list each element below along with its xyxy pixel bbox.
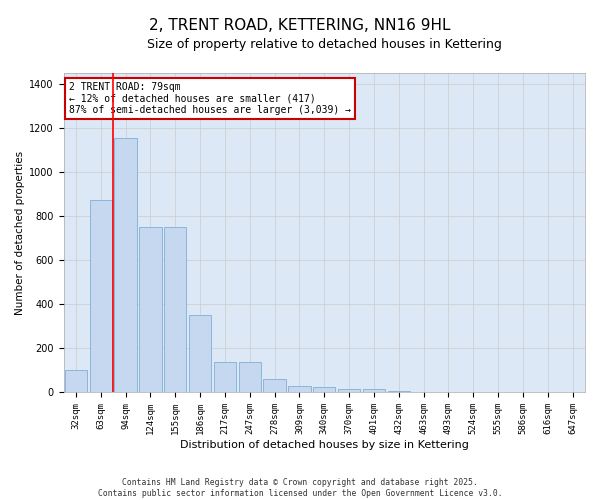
- Bar: [388, 390, 410, 392]
- Text: Contains HM Land Registry data © Crown copyright and database right 2025.
Contai: Contains HM Land Registry data © Crown c…: [98, 478, 502, 498]
- Text: 2, TRENT ROAD, KETTERING, NN16 9HL: 2, TRENT ROAD, KETTERING, NN16 9HL: [149, 18, 451, 32]
- Bar: [189, 315, 211, 392]
- Text: 2 TRENT ROAD: 79sqm
← 12% of detached houses are smaller (417)
87% of semi-detac: 2 TRENT ROAD: 79sqm ← 12% of detached ho…: [69, 82, 351, 116]
- Bar: [214, 362, 236, 392]
- X-axis label: Distribution of detached houses by size in Kettering: Distribution of detached houses by size …: [180, 440, 469, 450]
- Bar: [263, 379, 286, 392]
- Bar: [338, 388, 360, 392]
- Bar: [65, 370, 87, 392]
- Bar: [239, 362, 261, 392]
- Bar: [139, 227, 161, 392]
- Bar: [313, 387, 335, 392]
- Bar: [115, 138, 137, 392]
- Bar: [164, 227, 187, 392]
- Title: Size of property relative to detached houses in Kettering: Size of property relative to detached ho…: [147, 38, 502, 51]
- Bar: [89, 200, 112, 392]
- Bar: [288, 386, 311, 392]
- Bar: [363, 388, 385, 392]
- Y-axis label: Number of detached properties: Number of detached properties: [15, 150, 25, 314]
